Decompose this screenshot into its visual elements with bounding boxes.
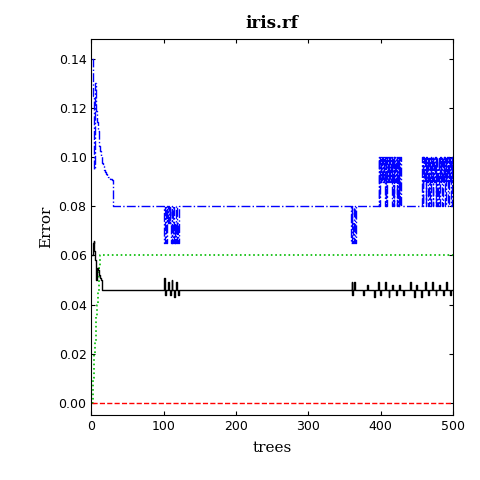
Title: iris.rf: iris.rf [246,15,299,32]
Y-axis label: Error: Error [39,206,53,248]
X-axis label: trees: trees [252,442,292,456]
